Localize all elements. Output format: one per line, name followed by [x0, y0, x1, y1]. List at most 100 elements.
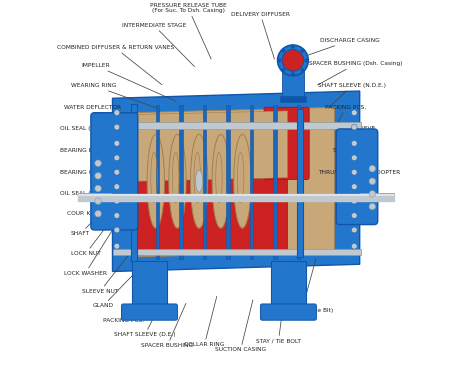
- Circle shape: [301, 68, 304, 72]
- Text: PACKING PCS.: PACKING PCS.: [103, 278, 155, 323]
- Bar: [132, 261, 167, 315]
- Circle shape: [114, 184, 120, 190]
- Ellipse shape: [171, 145, 184, 225]
- Circle shape: [114, 155, 120, 161]
- Bar: [112, 123, 362, 129]
- Polygon shape: [136, 178, 288, 255]
- Ellipse shape: [191, 134, 208, 228]
- Bar: [78, 194, 394, 201]
- Circle shape: [114, 198, 120, 204]
- Ellipse shape: [234, 134, 251, 228]
- Text: PRESSURE RELEASE TUBE
(For Suc. To Dsh. Casing): PRESSURE RELEASE TUBE (For Suc. To Dsh. …: [150, 3, 227, 59]
- Text: DELIVERY DIFFUSER: DELIVERY DIFFUSER: [231, 12, 290, 59]
- Bar: [226, 105, 230, 259]
- Circle shape: [351, 243, 357, 249]
- FancyBboxPatch shape: [91, 113, 138, 230]
- FancyBboxPatch shape: [336, 129, 378, 225]
- Bar: [297, 109, 303, 257]
- Text: IMPELLER: IMPELLER: [82, 63, 176, 101]
- Text: SHORT SLEEVE: SHORT SLEEVE: [331, 126, 375, 142]
- Text: DISCHARGE CASING: DISCHARGE CASING: [294, 38, 380, 60]
- Text: COUP. KEY: COUP. KEY: [67, 200, 111, 216]
- Ellipse shape: [149, 145, 162, 225]
- Circle shape: [95, 210, 101, 217]
- FancyBboxPatch shape: [121, 304, 177, 320]
- Ellipse shape: [212, 134, 229, 228]
- Text: SLEEVE NUT: SLEEVE NUT: [82, 249, 133, 294]
- Text: SHAFT: SHAFT: [71, 202, 111, 236]
- Bar: [297, 105, 300, 259]
- Circle shape: [114, 169, 120, 175]
- Circle shape: [291, 72, 295, 76]
- Circle shape: [351, 110, 357, 116]
- Text: GLAND: GLAND: [92, 264, 144, 308]
- Circle shape: [369, 191, 375, 197]
- Circle shape: [114, 110, 120, 116]
- Ellipse shape: [282, 49, 304, 71]
- Text: BEARING COVER: BEARING COVER: [60, 170, 112, 175]
- Text: BEARING BRACKET: BEARING BRACKET: [60, 148, 117, 161]
- Bar: [203, 105, 206, 259]
- Ellipse shape: [278, 45, 308, 76]
- Circle shape: [114, 227, 120, 233]
- Bar: [112, 249, 362, 255]
- Bar: [271, 261, 306, 315]
- Circle shape: [369, 165, 375, 172]
- Text: NUT (For Stay Tie Blt): NUT (For Stay Tie Blt): [270, 258, 334, 313]
- Text: LOCK NUT: LOCK NUT: [71, 215, 115, 256]
- FancyBboxPatch shape: [264, 107, 309, 179]
- Circle shape: [305, 59, 309, 62]
- Text: PACKING PCS.: PACKING PCS.: [326, 105, 367, 124]
- Text: INTERMEDIATE STAGE: INTERMEDIATE STAGE: [122, 23, 194, 67]
- Circle shape: [351, 198, 357, 204]
- Bar: [179, 105, 183, 259]
- Circle shape: [277, 59, 281, 62]
- Circle shape: [351, 213, 357, 219]
- Circle shape: [351, 169, 357, 175]
- Text: SPACER BUSHING: SPACER BUSHING: [141, 303, 193, 348]
- Ellipse shape: [169, 134, 186, 228]
- Bar: [156, 105, 159, 259]
- Circle shape: [282, 49, 285, 52]
- Ellipse shape: [214, 145, 227, 225]
- Bar: [250, 105, 253, 259]
- Bar: [280, 97, 306, 102]
- Circle shape: [114, 213, 120, 219]
- Circle shape: [114, 141, 120, 146]
- Bar: [78, 194, 394, 196]
- Circle shape: [95, 160, 101, 167]
- Text: WEARING RING: WEARING RING: [71, 83, 158, 109]
- Bar: [130, 104, 137, 261]
- Text: LOCK WASHER: LOCK WASHER: [64, 231, 112, 276]
- Text: SPACER BUSHING (Dsh. Casing): SPACER BUSHING (Dsh. Casing): [309, 61, 403, 85]
- Ellipse shape: [236, 145, 249, 225]
- Bar: [132, 105, 136, 259]
- Text: SUCTION CASING: SUCTION CASING: [215, 300, 266, 352]
- Bar: [360, 193, 394, 201]
- Circle shape: [114, 124, 120, 130]
- Circle shape: [369, 178, 375, 184]
- Circle shape: [351, 184, 357, 190]
- Circle shape: [95, 198, 101, 204]
- Bar: [282, 60, 304, 100]
- Circle shape: [95, 173, 101, 179]
- Polygon shape: [132, 107, 335, 257]
- Bar: [273, 105, 277, 259]
- Circle shape: [291, 45, 295, 48]
- Circle shape: [282, 68, 285, 72]
- Text: COMBINED DIFFUSER & RETURN VANES: COMBINED DIFFUSER & RETURN VANES: [56, 45, 174, 85]
- Text: STAY / TIE BOLT: STAY / TIE BOLT: [256, 287, 301, 343]
- Circle shape: [351, 155, 357, 161]
- Polygon shape: [112, 91, 360, 272]
- Ellipse shape: [147, 134, 164, 228]
- Ellipse shape: [193, 145, 205, 225]
- Circle shape: [95, 185, 101, 192]
- Circle shape: [351, 141, 357, 146]
- Circle shape: [351, 227, 357, 233]
- Circle shape: [114, 243, 120, 249]
- Circle shape: [369, 203, 375, 210]
- Text: SHAFT COLLAR: SHAFT COLLAR: [333, 148, 377, 158]
- Bar: [78, 193, 111, 201]
- FancyBboxPatch shape: [260, 304, 316, 320]
- Text: SHAFT SLEEVE (N.D.E.): SHAFT SLEEVE (N.D.E.): [318, 83, 386, 107]
